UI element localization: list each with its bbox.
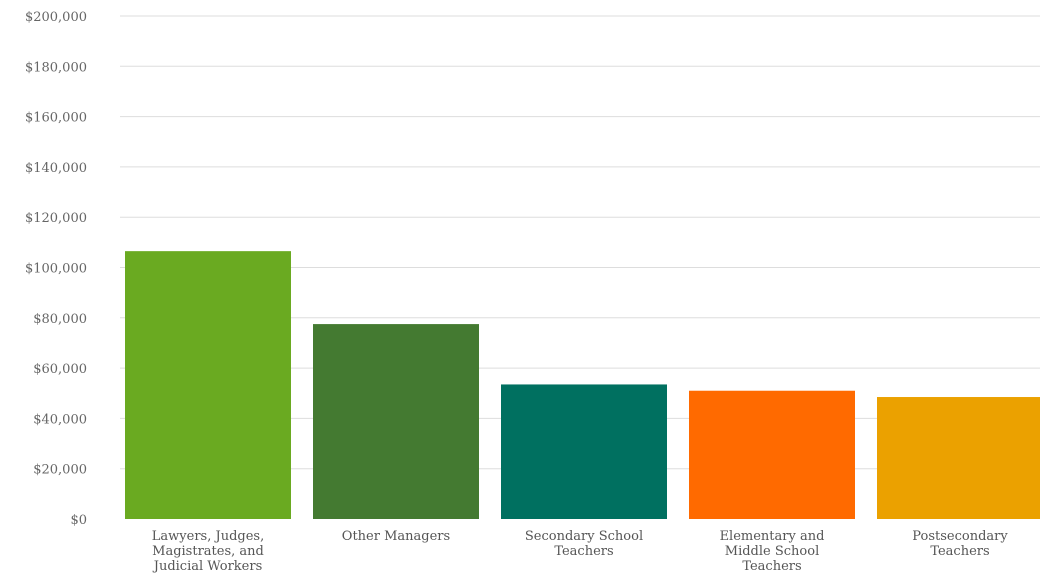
x-tick-label-line: Teachers bbox=[930, 544, 989, 559]
x-tick-label-line: Magistrates, and bbox=[152, 544, 264, 559]
y-axis: $0 $20,000 $40,000 $60,000 $80,000 $100,000 $1… bbox=[25, 10, 87, 528]
bars bbox=[125, 251, 1040, 519]
x-tick-label-line: Teachers bbox=[742, 559, 801, 574]
x-tick-label-line: Other Managers bbox=[342, 529, 450, 544]
y-tick-label: $140,000 bbox=[25, 161, 87, 176]
x-tick-label: Postsecondary Teachers bbox=[912, 529, 1008, 559]
x-tick-label-line: Secondary School bbox=[525, 529, 643, 544]
x-tick-label-line: Lawyers, Judges, bbox=[152, 529, 264, 544]
bar bbox=[689, 390, 855, 519]
x-tick-label: Elementary and Middle School Teachers bbox=[720, 529, 825, 574]
bar bbox=[125, 251, 291, 519]
y-tick-label: $180,000 bbox=[25, 60, 87, 75]
y-tick-label: $80,000 bbox=[33, 312, 87, 327]
x-tick-label: Other Managers bbox=[342, 529, 450, 544]
x-tick-label: Secondary School Teachers bbox=[525, 529, 643, 559]
x-tick-label-line: Postsecondary bbox=[912, 529, 1008, 544]
bar bbox=[313, 324, 479, 519]
y-tick-label: $100,000 bbox=[25, 262, 87, 277]
bar bbox=[877, 397, 1040, 519]
x-tick-label: Lawyers, Judges, Magistrates, and Judicial… bbox=[152, 529, 264, 574]
x-tick-label-line: Teachers bbox=[554, 544, 613, 559]
x-tick-label-line: Judicial Workers bbox=[152, 559, 263, 574]
y-tick-label: $40,000 bbox=[33, 412, 87, 427]
x-axis: Lawyers, Judges, Magistrates, and Judicial… bbox=[152, 529, 1009, 574]
y-tick-label: $0 bbox=[70, 513, 87, 528]
x-tick-label-line: Elementary and bbox=[720, 529, 825, 544]
y-tick-label: $120,000 bbox=[25, 211, 87, 226]
y-tick-label: $60,000 bbox=[33, 362, 87, 377]
y-tick-label: $20,000 bbox=[33, 463, 87, 478]
bar bbox=[501, 384, 667, 519]
x-tick-label-line: Middle School bbox=[725, 544, 819, 559]
y-tick-label: $200,000 bbox=[25, 10, 87, 25]
y-tick-label: $160,000 bbox=[25, 111, 87, 126]
